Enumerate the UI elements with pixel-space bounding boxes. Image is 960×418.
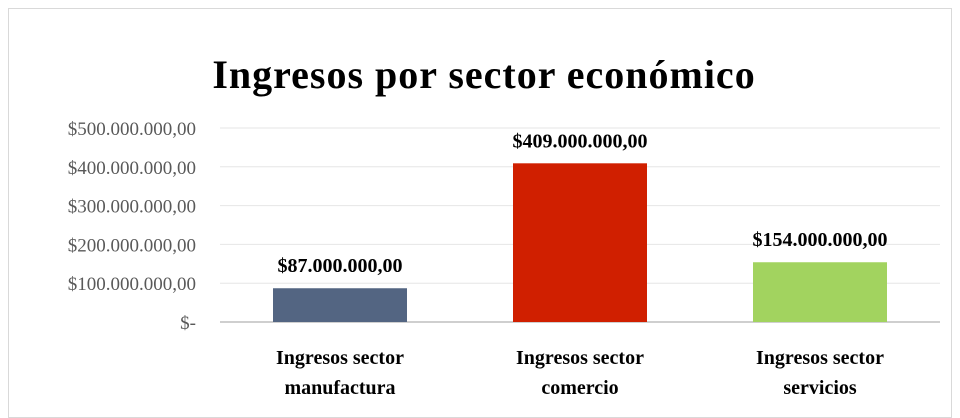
bar [273, 288, 407, 322]
bar [753, 262, 887, 322]
y-tick-label: $- [180, 313, 196, 334]
y-tick-label: $500.000.000,00 [68, 119, 196, 140]
x-tick-label: Ingresos sector servicios [756, 347, 884, 399]
bars [273, 163, 887, 322]
chart-frame [8, 8, 952, 418]
data-labels: $87.000.000,00 $409.000.000,00 $154.000.00… [278, 130, 888, 277]
x-axis-ticks: Ingresos sector manufactura Ingresos secto… [276, 347, 884, 399]
bar [513, 163, 647, 322]
x-tick-label: Ingresos sector manufactura [276, 347, 404, 399]
y-tick-label: $400.000.000,00 [68, 158, 196, 179]
y-axis-ticks: $- $100.000.000,00 $200.000.000,00 $300.000… [68, 119, 196, 334]
y-tick-label: $200.000.000,00 [68, 235, 196, 256]
chart-title: Ingresos por sector económico [212, 52, 755, 97]
data-label: $409.000.000,00 [513, 130, 648, 152]
data-label: $154.000.000,00 [753, 229, 888, 251]
y-tick-label: $100.000.000,00 [68, 274, 196, 295]
x-tick-label: Ingresos sector comercio [516, 347, 644, 399]
y-tick-label: $300.000.000,00 [68, 197, 196, 218]
data-label: $87.000.000,00 [278, 255, 403, 277]
